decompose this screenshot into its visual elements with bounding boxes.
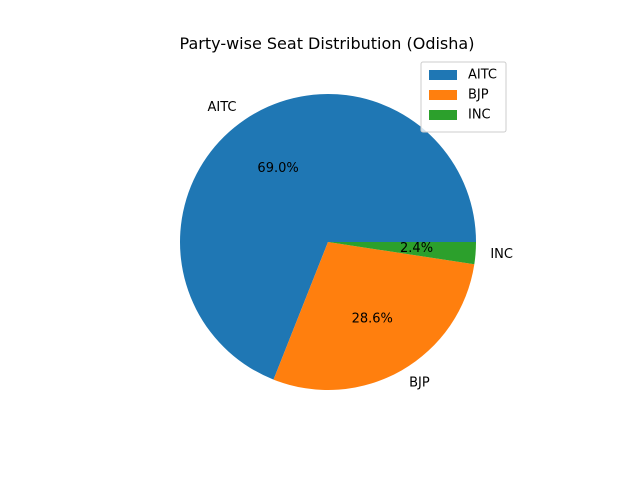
pie-slices — [180, 94, 477, 391]
legend-label-aitc: AITC — [468, 68, 497, 83]
legend-swatch-aitc — [429, 70, 457, 80]
slice-label-aitc: AITC — [208, 100, 237, 115]
slice-label-inc: INC — [490, 247, 513, 262]
percent-label-aitc: 69.0% — [257, 161, 298, 176]
legend-label-inc: INC — [468, 108, 491, 123]
legend-swatch-bjp — [429, 90, 457, 100]
pie-labels: AITC 69.0% BJP 28.6% INC 2.4% — [208, 100, 513, 391]
legend-label-bjp: BJP — [468, 88, 489, 103]
slice-label-bjp: BJP — [409, 376, 430, 391]
pie-slice-bjp — [273, 242, 475, 391]
percent-label-bjp: 28.6% — [352, 311, 393, 326]
chart-title: Party-wise Seat Distribution (Odisha) — [180, 34, 475, 53]
percent-label-inc: 2.4% — [400, 241, 433, 256]
legend: AITC BJP INC — [420, 61, 507, 133]
legend-swatch-inc — [429, 110, 457, 120]
pie-slice-inc — [328, 242, 476, 265]
pie-slice-aitc — [180, 94, 477, 380]
